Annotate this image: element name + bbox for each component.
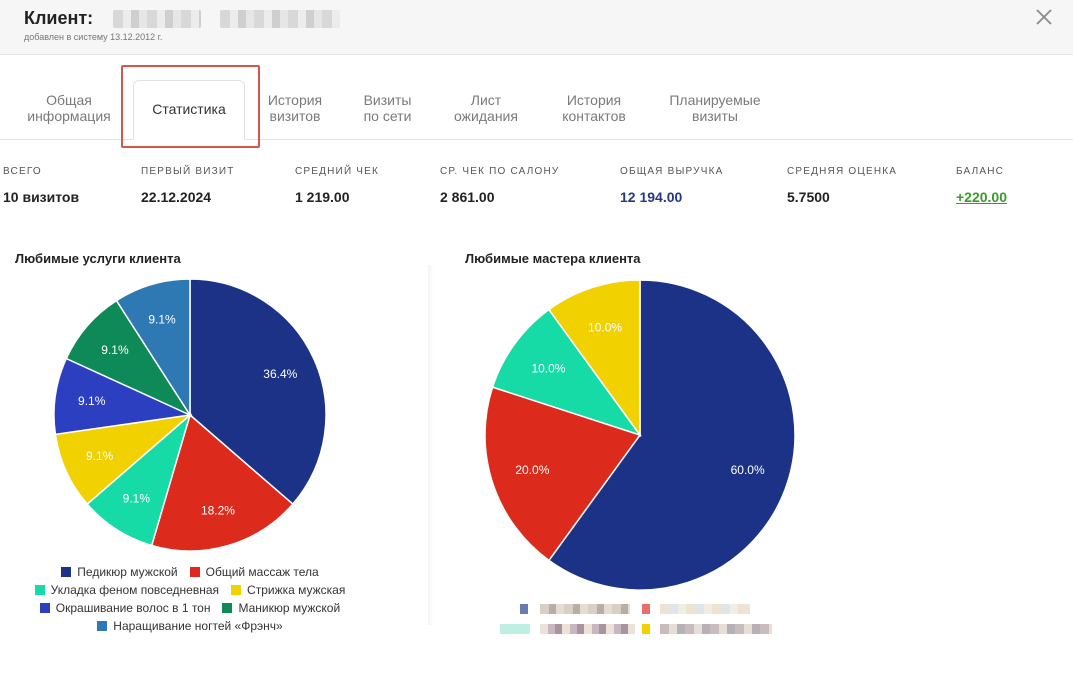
pie-slice-label: 60.0% <box>731 463 765 477</box>
added-date: добавлен в систему 13.12.2012 г. <box>24 32 163 42</box>
legend-item[interactable]: Наращивание ногтей «Фрэнч» <box>97 619 283 633</box>
legend-item[interactable]: Маникюр мужской <box>222 601 340 615</box>
legend-item[interactable]: Окрашивание волос в 1 тон <box>39 601 210 615</box>
tab-contact-history[interactable]: История контактов <box>562 92 626 124</box>
client-name-redacted <box>113 10 201 28</box>
pie-slice-label: 18.2% <box>201 503 235 517</box>
stat-total-revenue: ОБЩАЯ ВЫРУЧКА 12 194.00 <box>620 166 724 205</box>
stat-average-rating: СРЕДНЯЯ ОЦЕНКА 5.7500 <box>787 166 898 205</box>
masters-pie-chart: 60.0% 20.0% 10.0% 10.0% <box>484 279 796 591</box>
legend-item[interactable]: Стрижка мужская <box>231 583 345 597</box>
legend-item[interactable]: Укладка феном повседневная <box>34 583 219 597</box>
legend-item[interactable]: Общий массаж тела <box>189 565 319 579</box>
stat-salon-average-check: СР. ЧЕК ПО САЛОНУ 2 861.00 <box>440 166 560 205</box>
pie-slice-label: 9.1% <box>101 343 129 357</box>
tab-network-visits[interactable]: Визиты по сети <box>363 92 412 124</box>
stat-first-visit: ПЕРВЫЙ ВИЗИТ 22.12.2024 <box>141 166 235 205</box>
client-label: Клиент: <box>24 8 94 28</box>
pie-slice-label: 10.0% <box>531 361 565 375</box>
stat-balance: БАЛАНС +220.00 <box>956 166 1007 205</box>
pie-slice-label: 9.1% <box>148 313 176 327</box>
services-legend: Педикюр мужской Общий массаж тела Укладк… <box>0 563 380 635</box>
pie-slice[interactable] <box>547 279 796 591</box>
tab-general-info[interactable]: Общая информация <box>27 92 111 124</box>
legend-item[interactable]: Педикюр мужской <box>61 565 178 579</box>
tab-bar: Общая информация Статистика История визи… <box>0 78 1073 140</box>
services-chart-title: Любимые услуги клиента <box>15 251 181 266</box>
pie-slice[interactable] <box>189 278 327 506</box>
stat-total: ВСЕГО 10 визитов <box>3 166 80 205</box>
panel-divider <box>428 265 434 625</box>
tab-visit-history[interactable]: История визитов <box>267 92 323 124</box>
pie-slice[interactable] <box>150 413 294 552</box>
pie-slice-label: 10.0% <box>588 320 622 334</box>
client-surname-redacted <box>220 10 340 28</box>
stat-average-check: СРЕДНИЙ ЧЕК 1 219.00 <box>295 166 380 205</box>
pie-slice-label: 9.1% <box>123 492 151 506</box>
pie-slice[interactable] <box>484 386 642 562</box>
pie-slice[interactable] <box>547 279 641 438</box>
tab-waiting-list[interactable]: Лист ожидания <box>454 92 518 124</box>
pie-slice[interactable] <box>491 308 642 437</box>
balance-link[interactable]: +220.00 <box>956 189 1007 205</box>
masters-chart-title: Любимые мастера клиента <box>465 251 641 266</box>
close-button[interactable] <box>1033 6 1055 28</box>
pie-slice-label: 20.0% <box>515 463 549 477</box>
tab-statistics[interactable]: Статистика <box>133 80 245 140</box>
pie-slice[interactable] <box>115 278 191 418</box>
pie-slice-label: 9.1% <box>86 449 114 463</box>
pie-slice-label: 9.1% <box>78 394 106 408</box>
client-header: Клиент: добавлен в систему 13.12.2012 г. <box>0 0 1073 55</box>
services-pie-chart: 36.4% 18.2% 9.1% 9.1% 9.1% 9.1% 9.1% <box>53 278 327 552</box>
masters-legend-redacted <box>500 602 780 638</box>
close-icon <box>1036 9 1052 25</box>
pie-slice-label: 36.4% <box>263 367 297 381</box>
tab-planned-visits[interactable]: Планируемые визиты <box>669 92 761 124</box>
